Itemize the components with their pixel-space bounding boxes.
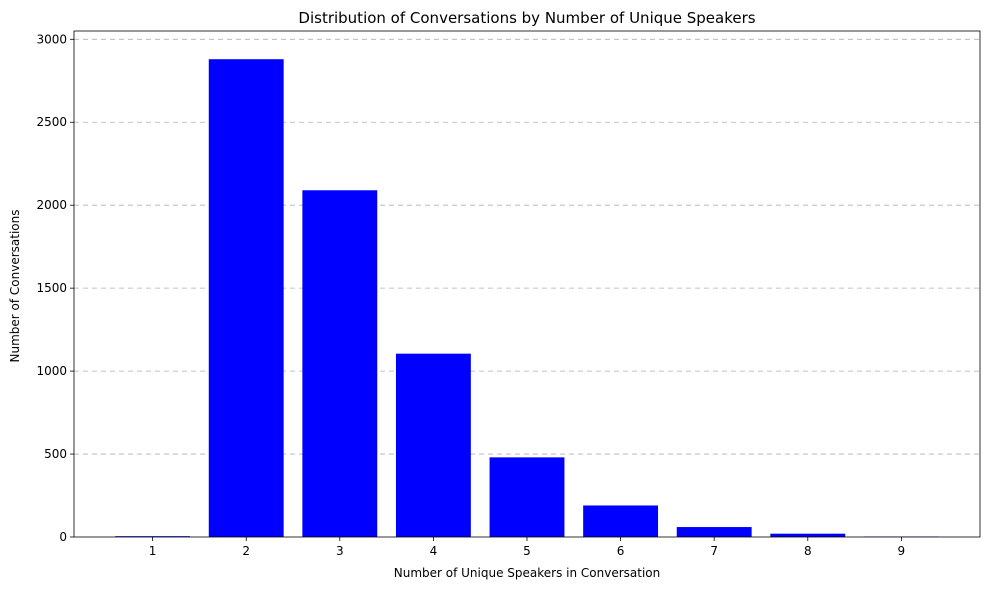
- bar-6: [583, 505, 659, 537]
- y-tick-label: 1000: [36, 364, 67, 378]
- x-tick-label: 3: [336, 544, 344, 558]
- chart-title: Distribution of Conversations by Number …: [298, 9, 755, 27]
- y-tick-label: 2000: [36, 198, 67, 212]
- bar-5: [489, 457, 565, 537]
- x-tick-label: 6: [617, 544, 625, 558]
- y-tick-label: 500: [44, 447, 67, 461]
- x-tick-label: 5: [523, 544, 531, 558]
- x-tick-label: 4: [430, 544, 438, 558]
- bar-3: [302, 190, 378, 538]
- x-axis-ticks: 1 2 3 4 5 6 7 8 9: [149, 537, 905, 558]
- x-axis-label: Number of Unique Speakers in Conversatio…: [394, 566, 661, 580]
- gridlines: [74, 38, 980, 455]
- bar-7: [676, 527, 752, 537]
- bar-8: [770, 533, 846, 537]
- y-tick-label: 0: [59, 530, 67, 544]
- bar-4: [395, 353, 471, 537]
- x-tick-label: 8: [804, 544, 812, 558]
- y-axis-label: Number of Conversations: [8, 210, 22, 363]
- bar-2: [208, 59, 284, 537]
- x-tick-label: 9: [898, 544, 906, 558]
- plot-frame: [73, 30, 981, 538]
- y-tick-label: 3000: [36, 32, 67, 46]
- x-tick-label: 7: [710, 544, 718, 558]
- x-tick-label: 2: [242, 544, 250, 558]
- bar-1: [115, 536, 191, 537]
- y-tick-label: 1500: [36, 281, 67, 295]
- x-tick-label: 1: [149, 544, 157, 558]
- bars: [115, 59, 939, 538]
- y-axis-ticks: 0 500 1000 1500 2000 2500 3000: [36, 32, 74, 544]
- y-tick-label: 2500: [36, 115, 67, 129]
